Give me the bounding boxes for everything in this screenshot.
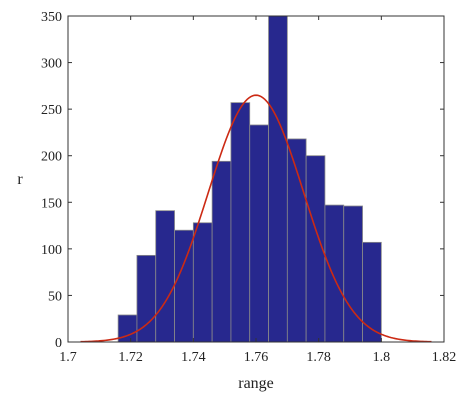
x-axis-label: range bbox=[238, 375, 274, 392]
x-tick-label: 1.8 bbox=[373, 350, 391, 365]
bars-layer bbox=[117, 15, 382, 343]
y-tick-label: 200 bbox=[41, 150, 62, 165]
histogram-bar bbox=[343, 205, 363, 343]
y-tick-label: 350 bbox=[41, 10, 62, 25]
histogram-bar bbox=[362, 241, 382, 343]
x-tick-label: 1.76 bbox=[244, 350, 269, 365]
ticks-layer: 1.7 1.72 1.74 1.76 1.78 1.8 1.82 0 50 100 150 200 25… bbox=[41, 10, 456, 365]
x-tick-label: 1.78 bbox=[306, 350, 331, 365]
histogram-bar bbox=[192, 222, 213, 343]
y-tick-label: 50 bbox=[48, 289, 62, 304]
x-tick-label: 1.7 bbox=[59, 350, 77, 365]
histogram-bar bbox=[211, 160, 232, 343]
histogram-bar bbox=[249, 124, 269, 343]
histogram-bar bbox=[155, 210, 175, 343]
normal-fit-curve bbox=[80, 94, 432, 343]
x-tick-label: 1.74 bbox=[181, 350, 206, 365]
histogram-bar bbox=[324, 204, 345, 343]
y-tick-label: 100 bbox=[41, 243, 62, 258]
y-axis-label: r bbox=[17, 171, 23, 188]
y-tick-label: 0 bbox=[55, 336, 62, 351]
y-tick-label: 300 bbox=[41, 57, 62, 72]
y-tick-label: 250 bbox=[41, 103, 62, 118]
x-tick-label: 1.72 bbox=[118, 350, 143, 365]
histogram-bar bbox=[230, 102, 251, 343]
y-tick-label: 150 bbox=[41, 196, 62, 211]
histogram-bar bbox=[268, 15, 288, 343]
x-tick-label: 1.82 bbox=[432, 350, 457, 365]
